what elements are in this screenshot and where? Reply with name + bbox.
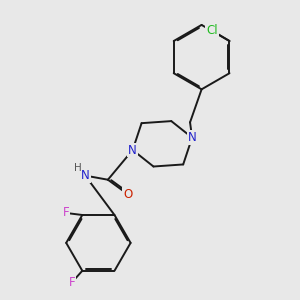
Text: F: F: [69, 276, 75, 289]
Text: N: N: [128, 143, 137, 157]
Text: H: H: [74, 163, 82, 173]
Text: O: O: [123, 188, 132, 201]
Text: Cl: Cl: [206, 24, 218, 37]
Text: N: N: [81, 169, 90, 182]
Text: F: F: [62, 206, 69, 219]
Text: N: N: [188, 131, 197, 144]
